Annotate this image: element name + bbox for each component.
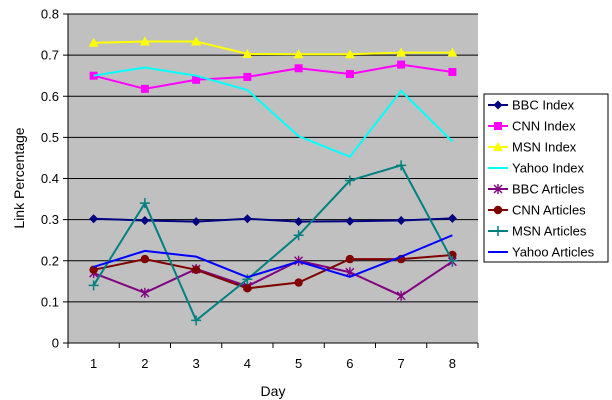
data-point <box>89 214 99 224</box>
legend: BBC Index CNN Index MSN Index Yahoo Index BB… <box>483 93 609 263</box>
y-tick-label: 0 <box>52 336 59 351</box>
data-point <box>345 254 355 264</box>
data-point <box>88 280 99 291</box>
series-layer <box>88 36 458 326</box>
data-point <box>140 215 150 225</box>
data-point <box>192 75 201 84</box>
legend-marker <box>493 184 503 194</box>
legend-label: MSN Index <box>512 140 577 155</box>
data-point <box>242 48 253 58</box>
data-point <box>191 265 201 274</box>
series-line <box>93 40 453 56</box>
data-point <box>396 47 407 57</box>
data-point <box>139 36 150 46</box>
legend-label: CNN Articles <box>512 203 586 218</box>
series-6 <box>88 160 458 326</box>
data-point <box>139 198 150 209</box>
legend-entry: MSN Index <box>488 140 577 155</box>
legend-marker <box>493 205 503 215</box>
y-tick-label: 0.6 <box>41 89 59 104</box>
series-7 <box>93 234 453 279</box>
legend-label: CNN Index <box>512 119 576 134</box>
legend-label: Yahoo Index <box>512 161 585 176</box>
data-point <box>344 49 355 59</box>
legend-entry: CNN Index <box>488 119 576 134</box>
y-axis-ticks: 0 0.1 0.2 0.3 0.4 0.5 0.6 0.7 0.8 <box>41 7 68 351</box>
data-point <box>396 215 406 225</box>
x-tick-label: 8 <box>449 356 456 371</box>
legend-entry: MSN Articles <box>488 224 587 239</box>
legend-entry: CNN Articles <box>488 203 586 218</box>
x-tick-label: 3 <box>193 356 200 371</box>
data-point <box>447 47 458 57</box>
data-point <box>447 213 457 223</box>
y-tick-label: 0.4 <box>41 171 59 186</box>
data-point <box>191 315 202 326</box>
data-point <box>396 290 406 301</box>
legend-label: BBC Index <box>512 98 575 113</box>
legend-box <box>483 93 609 263</box>
data-point <box>242 274 253 285</box>
series-line <box>93 234 453 279</box>
data-point <box>89 265 98 274</box>
series-1 <box>89 60 457 93</box>
data-point <box>243 72 252 81</box>
y-tick-label: 0.2 <box>41 253 59 268</box>
series-line <box>93 63 453 90</box>
data-point <box>447 255 458 266</box>
series-3 <box>93 66 454 158</box>
y-tick-label: 0.5 <box>41 130 59 145</box>
data-point <box>294 64 303 73</box>
data-point <box>243 284 252 293</box>
y-tick-label: 0.7 <box>41 48 59 63</box>
legend-label: BBC Articles <box>512 182 585 197</box>
legend-label: Yahoo Articles <box>512 245 595 260</box>
legend-marker <box>493 226 503 236</box>
y-tick-label: 0.3 <box>41 212 59 227</box>
x-tick-label: 5 <box>295 356 302 371</box>
legend-label: MSN Articles <box>512 224 587 239</box>
data-point <box>448 67 457 76</box>
legend-marker <box>494 122 502 130</box>
legend-marker <box>493 142 503 151</box>
y-tick-label: 0.8 <box>41 7 59 22</box>
x-tick-label: 4 <box>244 356 251 371</box>
x-tick-label: 7 <box>398 356 405 371</box>
y-axis-title: Link Percentage <box>11 127 27 228</box>
data-point <box>397 60 406 69</box>
data-point <box>191 217 201 227</box>
data-point <box>140 254 150 264</box>
data-point <box>88 37 99 47</box>
data-point <box>344 175 355 186</box>
legend-entry: BBC Index <box>488 98 575 113</box>
y-tick-label: 0.1 <box>41 294 59 309</box>
data-point <box>294 278 303 287</box>
series-line <box>93 259 453 297</box>
series-line <box>93 66 454 158</box>
series-line <box>92 164 454 322</box>
data-point <box>191 36 202 46</box>
x-axis-ticks: 1 2 3 4 5 6 7 8 <box>67 343 479 371</box>
x-axis-title: Day <box>261 383 286 399</box>
data-point <box>345 216 355 226</box>
x-tick-label: 6 <box>346 356 353 371</box>
data-point <box>242 214 252 224</box>
legend-entry: BBC Articles <box>488 182 585 197</box>
legend-marker <box>493 100 503 110</box>
data-point <box>345 70 354 79</box>
data-point <box>293 230 304 241</box>
data-point <box>396 160 407 171</box>
data-point <box>140 84 149 93</box>
data-point <box>293 49 304 59</box>
data-point <box>294 217 304 227</box>
data-point <box>140 287 150 298</box>
x-tick-label: 1 <box>90 356 97 371</box>
x-tick-label: 2 <box>141 356 148 371</box>
legend-entry: Yahoo Articles <box>488 245 595 260</box>
series-2 <box>88 36 458 59</box>
legend-entry: Yahoo Index <box>488 161 585 176</box>
